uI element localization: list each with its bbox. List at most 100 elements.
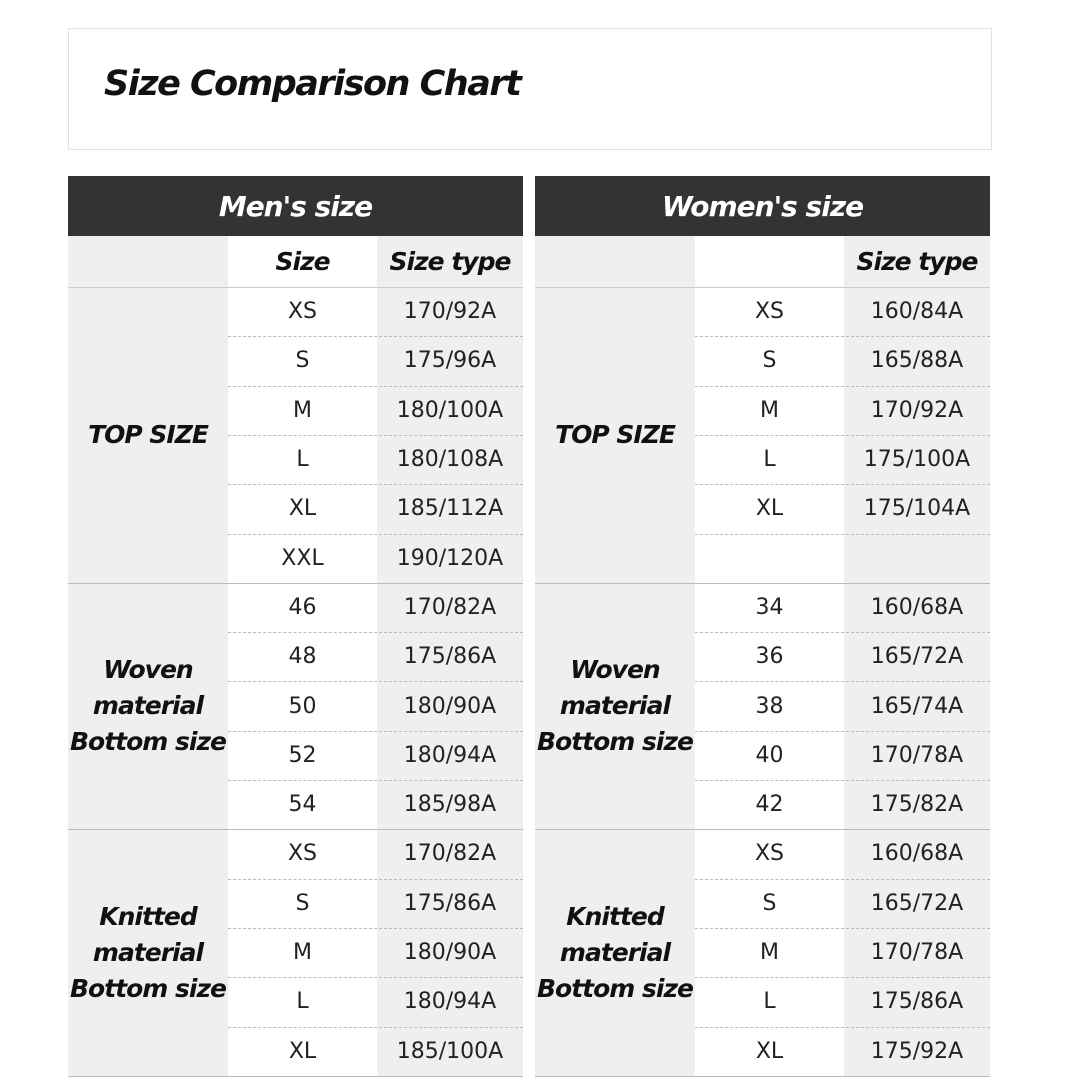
size: XS bbox=[287, 841, 318, 867]
group-rule bbox=[535, 582, 990, 584]
row-divider bbox=[228, 780, 523, 781]
row-divider bbox=[228, 681, 523, 683]
column-header: Size type bbox=[856, 247, 979, 276]
size-type: 180/94A bbox=[403, 989, 497, 1015]
group-label-line: material bbox=[559, 937, 671, 967]
group-label-line: material bbox=[559, 691, 671, 721]
size-type: 180/90A bbox=[403, 940, 497, 966]
table-header: Women's size bbox=[535, 176, 990, 236]
group-rule bbox=[68, 582, 523, 584]
row-divider bbox=[228, 533, 523, 535]
size: XS bbox=[754, 299, 785, 325]
group-rule bbox=[535, 1075, 990, 1077]
group-label-line: TOP SIZE bbox=[88, 419, 209, 449]
title-box bbox=[68, 28, 992, 150]
rule bbox=[68, 287, 523, 288]
label-column bbox=[68, 236, 228, 1076]
group-label: Knitted material Bottom size bbox=[68, 829, 228, 1076]
row-divider bbox=[695, 878, 990, 880]
group-rule bbox=[68, 1075, 523, 1077]
size: M bbox=[760, 940, 779, 966]
size-type: 175/86A bbox=[403, 890, 497, 916]
size: XS bbox=[754, 841, 785, 867]
row-divider bbox=[695, 484, 990, 486]
size-type: 190/120A bbox=[396, 545, 504, 571]
size: S bbox=[762, 348, 777, 374]
size-type: 170/92A bbox=[403, 299, 497, 325]
group-label-line: Knitted bbox=[99, 901, 197, 931]
size-type: 170/82A bbox=[403, 841, 497, 867]
label-column bbox=[535, 236, 695, 1076]
size: 36 bbox=[755, 644, 784, 670]
row-divider bbox=[228, 878, 523, 880]
size: XL bbox=[288, 496, 317, 522]
group-rule bbox=[68, 829, 523, 831]
size-type: 160/68A bbox=[870, 594, 964, 620]
page-title: Size Comparison Chart bbox=[104, 64, 522, 104]
rule bbox=[535, 287, 990, 288]
group-label: TOP SIZE bbox=[68, 287, 228, 583]
group-label-line: Bottom size bbox=[69, 973, 227, 1003]
size: M bbox=[293, 397, 312, 423]
size: S bbox=[295, 890, 310, 916]
size-type: 185/100A bbox=[396, 1038, 504, 1064]
row-divider bbox=[228, 484, 523, 486]
size-type: 175/96A bbox=[403, 348, 497, 374]
row-divider bbox=[228, 977, 523, 979]
row-divider bbox=[695, 780, 990, 781]
group-rule bbox=[535, 829, 990, 831]
group-label-line: Bottom size bbox=[69, 727, 227, 757]
group-label: Knitted material Bottom size bbox=[535, 829, 695, 1076]
size: 50 bbox=[288, 693, 317, 719]
size: 54 bbox=[288, 792, 317, 818]
size-type: 165/88A bbox=[870, 348, 964, 374]
size-type: 170/82A bbox=[403, 594, 497, 620]
group-label: Woven material Bottom size bbox=[68, 583, 228, 830]
group-label-line: material bbox=[92, 937, 204, 967]
group-label-line: TOP SIZE bbox=[555, 419, 676, 449]
row-divider bbox=[695, 632, 990, 634]
size: XXL bbox=[281, 545, 324, 571]
group-label-line: material bbox=[92, 691, 204, 721]
row-divider bbox=[695, 533, 990, 535]
size: 42 bbox=[755, 792, 784, 818]
size: L bbox=[763, 447, 776, 473]
size: XL bbox=[755, 496, 784, 522]
size-type: 180/100A bbox=[396, 397, 504, 423]
size: L bbox=[296, 447, 309, 473]
group-label-line: Knitted bbox=[566, 901, 664, 931]
size: 46 bbox=[288, 594, 317, 620]
row-divider bbox=[228, 336, 523, 338]
row-divider bbox=[228, 927, 523, 929]
group-label-line: Bottom size bbox=[536, 727, 694, 757]
size-type: 160/68A bbox=[870, 841, 964, 867]
row-divider bbox=[695, 385, 990, 387]
group-label: TOP SIZE bbox=[535, 287, 695, 583]
size: M bbox=[760, 397, 779, 423]
row-divider bbox=[228, 1026, 523, 1028]
row-divider bbox=[695, 730, 990, 732]
row-divider bbox=[695, 1026, 990, 1028]
group-label-line: Bottom size bbox=[536, 973, 694, 1003]
size-type: 175/86A bbox=[403, 644, 497, 670]
size-type: 175/92A bbox=[870, 1038, 964, 1064]
size-type: 170/78A bbox=[870, 742, 964, 768]
size-type: 165/72A bbox=[870, 644, 964, 670]
size: XS bbox=[287, 299, 318, 325]
type-column bbox=[377, 236, 523, 1076]
table-header: Men's size bbox=[68, 176, 523, 236]
size: 52 bbox=[288, 742, 317, 768]
column-header: Size type bbox=[389, 247, 512, 276]
group-label-line: Woven bbox=[570, 655, 660, 685]
row-divider bbox=[228, 632, 523, 634]
group-label: Woven material Bottom size bbox=[535, 583, 695, 830]
size-type: 185/112A bbox=[396, 496, 504, 522]
row-divider bbox=[228, 730, 523, 732]
row-divider bbox=[695, 681, 990, 683]
size-type: 160/84A bbox=[870, 299, 964, 325]
size-type: 180/108A bbox=[396, 447, 504, 473]
size: L bbox=[763, 989, 776, 1015]
row-divider bbox=[695, 336, 990, 338]
size-type: 175/100A bbox=[863, 447, 971, 473]
